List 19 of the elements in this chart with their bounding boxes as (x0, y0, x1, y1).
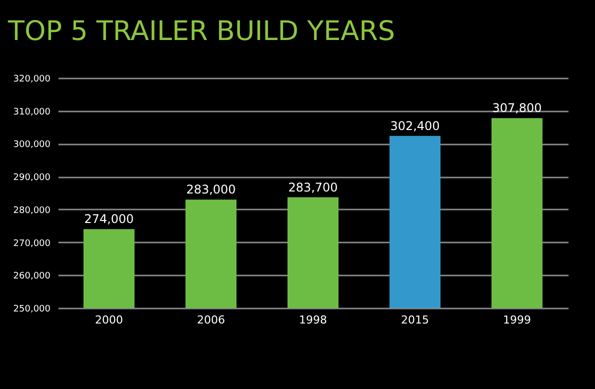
x-tick-label: 2015 (401, 314, 429, 326)
y-tick-label: 270,000 (13, 238, 51, 249)
chart-title: TOP 5 TRAILER BUILD YEARS (7, 16, 395, 47)
y-tick-label: 260,000 (13, 272, 51, 282)
y-tick-label: 250,000 (13, 304, 51, 314)
data-label: 302,400 (390, 118, 440, 133)
x-tick-label: 2000 (95, 314, 123, 326)
y-tick-label: 310,000 (13, 107, 51, 118)
x-tick-label: 1999 (503, 314, 531, 326)
data-label: 307,800 (492, 101, 542, 116)
x-tick-label: 1998 (299, 314, 327, 326)
y-tick-label: 320,000 (13, 74, 51, 84)
y-tick-label: 290,000 (13, 173, 51, 184)
x-tick-label: 2006 (197, 314, 225, 326)
data-label: 274,000 (84, 212, 134, 226)
y-tick-label: 300,000 (13, 140, 51, 150)
y-tick-label: 280,000 (13, 206, 51, 216)
data-label: 283,700 (288, 180, 338, 194)
data-label: 283,000 (186, 182, 236, 197)
